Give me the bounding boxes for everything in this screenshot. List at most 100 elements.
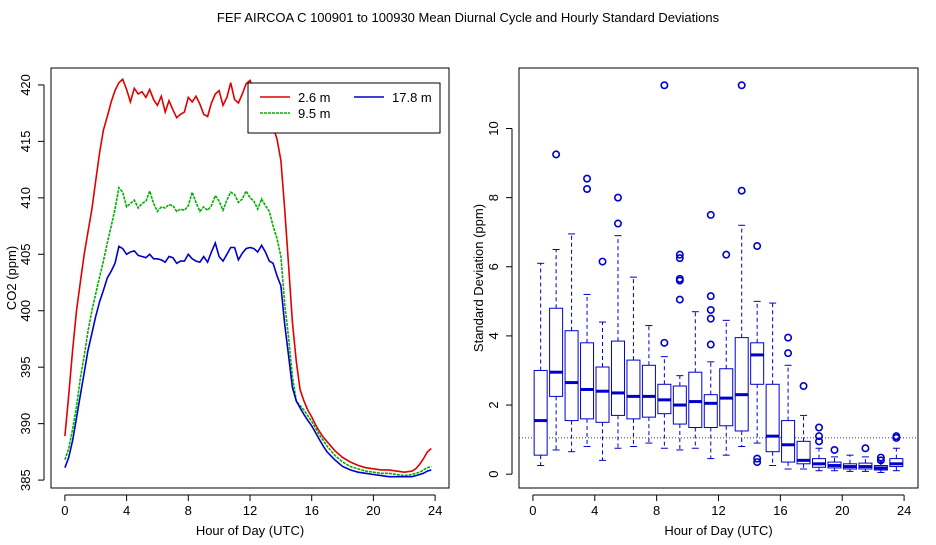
outlier-point [861, 444, 870, 453]
right-x-tick-label: 4 [591, 503, 598, 518]
box-hour-14.5 [750, 242, 765, 467]
iqr-box [564, 330, 579, 422]
outlier-point [815, 437, 824, 446]
outlier-point [784, 349, 793, 358]
iqr-box [533, 369, 548, 456]
outlier-point [753, 458, 762, 467]
left-x-tick-label: 12 [243, 503, 257, 518]
right-x-axis-label: Hour of Day (UTC) [664, 523, 772, 538]
left-y-axis-label: CO2 (ppm) [4, 246, 19, 310]
outlier-point [706, 314, 715, 323]
legend-entry-label: 9.5 m [298, 106, 331, 121]
box-hour-10.5 [688, 311, 703, 449]
iqr-box [781, 420, 796, 463]
box-hour-5.5 [610, 193, 625, 449]
iqr-box [641, 364, 656, 418]
outlier-point [784, 333, 793, 342]
iqr-box [549, 307, 564, 397]
box-hour-23.5 [889, 432, 904, 472]
left-x-tick-label: 0 [61, 503, 68, 518]
outlier-point [892, 432, 901, 441]
outlier-point [799, 382, 808, 391]
outlier-point [675, 295, 684, 304]
box-hour-22.5 [873, 453, 888, 473]
right-y-tick-label: 10 [486, 121, 501, 135]
legend-entry-label: 2.6 m [298, 90, 331, 105]
iqr-box [626, 359, 641, 420]
iqr-box [734, 337, 749, 432]
left-plot-frame [50, 67, 450, 489]
right-x-tick-label: 12 [711, 503, 725, 518]
left-y-tick-label: 400 [18, 300, 33, 322]
box-hour-6.5 [626, 276, 641, 448]
box-hour-20.5 [842, 454, 857, 472]
left-x-tick-label: 24 [428, 503, 442, 518]
right-y-tick-label: 0 [486, 471, 501, 478]
right-y-axis-label: Standard Deviation (ppm) [471, 204, 486, 352]
outlier-point [753, 454, 762, 463]
left-y-tick-label: 385 [18, 469, 33, 491]
legend-box [247, 82, 441, 134]
iqr-box [750, 342, 765, 385]
right-x-tick-label: 8 [653, 503, 660, 518]
right-plot-frame [518, 67, 919, 489]
iqr-box [595, 366, 610, 423]
right-y-tick-label: 4 [486, 332, 501, 339]
left-y-tick-label: 415 [18, 131, 33, 153]
outlier-point [876, 456, 885, 465]
right-x-tick-label: 16 [773, 503, 787, 518]
box-hour-17.5 [796, 382, 811, 470]
box-hour-9.5 [672, 250, 687, 451]
series-line-9-5-m [64, 185, 432, 477]
right-y-tick-label: 8 [486, 194, 501, 201]
left-x-tick-label: 4 [123, 503, 130, 518]
box-hour-16.5 [781, 333, 796, 470]
iqr-box [765, 383, 780, 453]
outlier-point [675, 250, 684, 259]
box-hour-4.5 [595, 257, 610, 461]
outlier-point [706, 210, 715, 219]
outlier-point [583, 184, 592, 193]
left-y-tick-label: 390 [18, 413, 33, 435]
outlier-point [613, 219, 622, 228]
left-y-tick-label: 410 [18, 187, 33, 209]
outlier-point [598, 257, 607, 266]
box-hour-19.5 [827, 445, 842, 472]
outlier-point [660, 81, 669, 90]
outlier-point [552, 150, 561, 159]
left-y-tick-label: 420 [18, 74, 33, 96]
outlier-point [660, 338, 669, 347]
outlier-point [706, 305, 715, 314]
outlier-point [815, 423, 824, 432]
right-x-tick-label: 20 [835, 503, 849, 518]
box-hour-3.5 [580, 174, 595, 448]
box-hour-2.5 [564, 233, 579, 453]
left-y-tick-label: 395 [18, 356, 33, 378]
box-hour-8.5 [657, 81, 672, 449]
outlier-point [815, 432, 824, 441]
box-hour-15.5 [765, 302, 780, 467]
left-x-tick-label: 8 [185, 503, 192, 518]
box-hour-18.5 [812, 423, 827, 472]
left-x-tick-label: 20 [366, 503, 380, 518]
right-y-tick-label: 2 [486, 401, 501, 408]
iqr-box [688, 371, 703, 429]
outlier-point [706, 292, 715, 301]
outlier-point [706, 340, 715, 349]
outlier-point [675, 254, 684, 263]
box-hour-0.5 [533, 262, 548, 467]
outlier-point [722, 250, 731, 259]
box-hour-21.5 [858, 444, 873, 472]
outlier-point [583, 174, 592, 183]
left-x-axis-label: Hour of Day (UTC) [196, 523, 304, 538]
outlier-point [753, 242, 762, 251]
outlier-point [675, 274, 684, 283]
figure-title: FEF AIRCOA C 100901 to 100930 Mean Diurn… [217, 10, 720, 25]
box-hour-7.5 [641, 325, 656, 444]
outlier-point [830, 445, 839, 454]
iqr-box [796, 440, 811, 465]
legend-entry-label: 17.8 m [392, 90, 432, 105]
outlier-point [613, 193, 622, 202]
